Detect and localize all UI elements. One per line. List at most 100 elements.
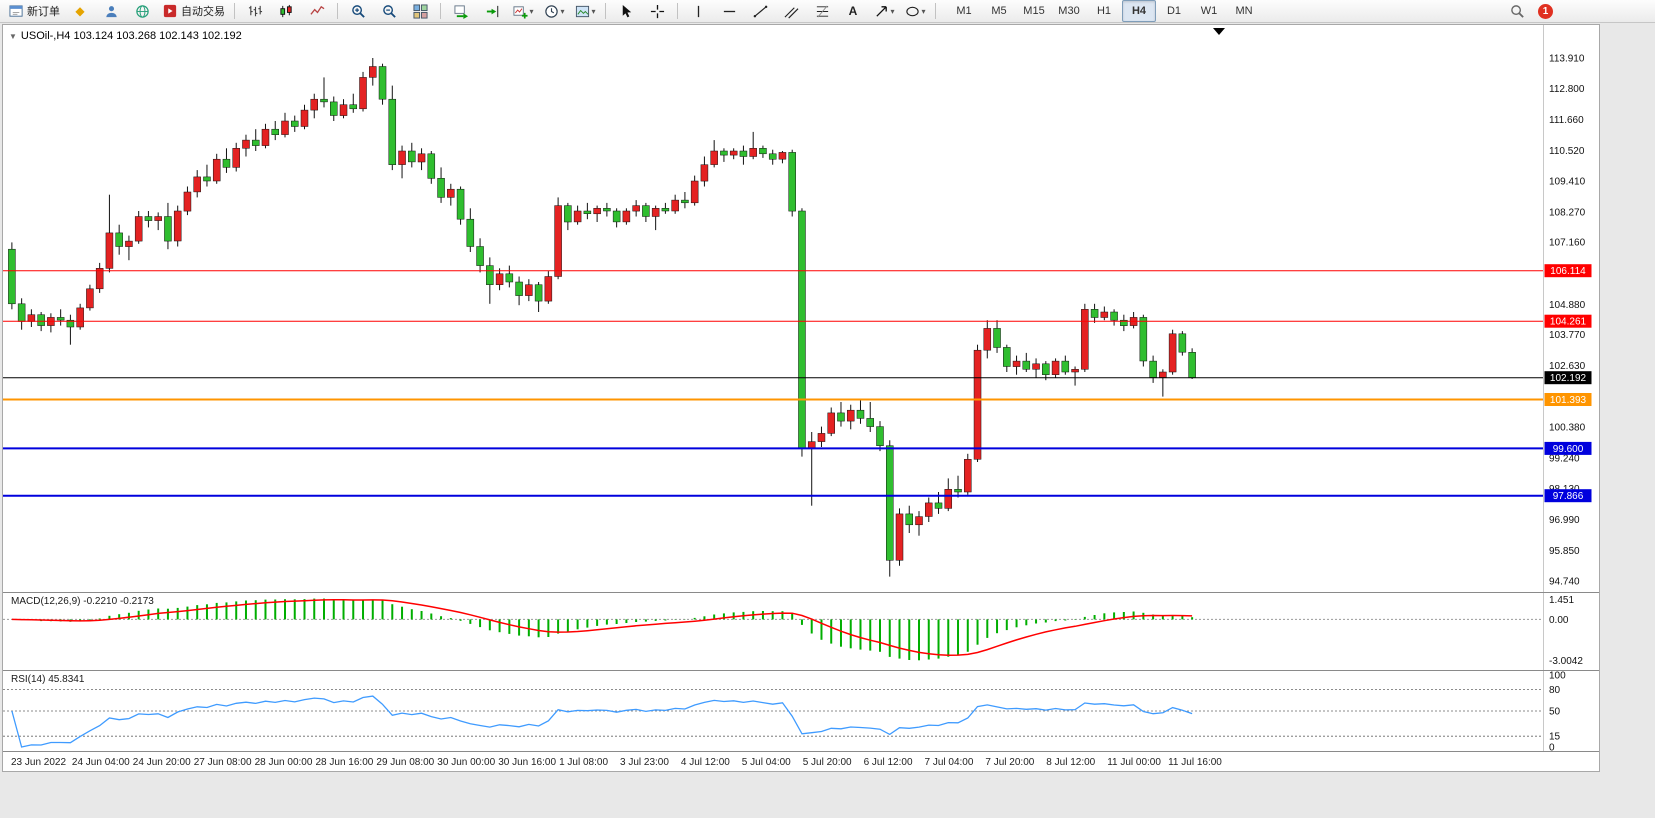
new-chart-button[interactable]: ▾ xyxy=(508,0,538,22)
candle xyxy=(1168,333,1177,373)
candle xyxy=(534,284,543,302)
candle xyxy=(242,139,250,149)
candle xyxy=(661,208,670,212)
search-button[interactable] xyxy=(1502,0,1532,22)
line-chart-button[interactable] xyxy=(302,0,332,22)
price-tick: 111.660 xyxy=(1549,115,1584,126)
web-terminal-button[interactable] xyxy=(127,0,157,22)
chart-shift-icon xyxy=(484,3,500,19)
timeframe-d1-button[interactable]: D1 xyxy=(1166,5,1182,17)
candle xyxy=(788,152,796,212)
trendline-icon xyxy=(752,3,768,19)
cursor-button[interactable] xyxy=(611,0,641,22)
trendline-button[interactable] xyxy=(745,0,775,22)
new-order-icon xyxy=(8,3,24,19)
price-tick: 109.410 xyxy=(1549,176,1586,187)
candle xyxy=(86,288,94,309)
fibonacci-button[interactable] xyxy=(807,0,837,22)
price-label-box xyxy=(1544,314,1592,328)
market-watch-button[interactable]: ◆ xyxy=(65,0,95,22)
candle xyxy=(456,188,465,220)
auto-scroll-button[interactable] xyxy=(446,0,476,22)
candle xyxy=(388,98,397,165)
chart-title-bar: ▼ USOil-,H4 103.124 103.268 102.143 102.… xyxy=(9,30,242,42)
text-tool-button[interactable]: A xyxy=(838,0,868,22)
arrow-tool-button[interactable]: ▾ xyxy=(869,0,899,22)
candle xyxy=(427,153,436,179)
rsi-axis-tick: 100 xyxy=(1549,671,1566,682)
candle xyxy=(1149,360,1157,378)
arrow-tool-icon xyxy=(873,3,889,19)
time-axis-label: 28 Jun 00:00 xyxy=(255,757,313,768)
auto-scroll-icon xyxy=(453,3,469,19)
candle xyxy=(856,409,865,419)
time-axis-label: 28 Jun 16:00 xyxy=(316,757,374,768)
time-axis-label: 8 Jul 12:00 xyxy=(1046,757,1095,768)
timeframe-m5-button[interactable]: M5 xyxy=(991,5,1007,17)
notification-badge[interactable]: 1 xyxy=(1538,3,1553,19)
candle xyxy=(642,205,650,217)
timeframe-h1-button[interactable]: H1 xyxy=(1096,5,1112,17)
candle xyxy=(876,426,884,446)
candle xyxy=(1188,352,1196,378)
crosshair-button[interactable] xyxy=(642,0,672,22)
candle xyxy=(66,319,75,328)
candle xyxy=(798,210,806,449)
zoom-out-button[interactable] xyxy=(374,0,404,22)
time-axis-label: 5 Jul 04:00 xyxy=(742,757,791,768)
candle xyxy=(681,199,689,204)
chart-shift-button[interactable] xyxy=(477,0,507,22)
candle xyxy=(320,98,328,103)
autotrading-button[interactable]: 自动交易 xyxy=(158,0,229,22)
bar-chart-button[interactable] xyxy=(240,0,270,22)
candle xyxy=(1090,309,1099,318)
chart-canvas[interactable]: 113.910 112.800 111.660 110.520 109.410 108.2… xyxy=(3,25,1599,771)
chevron-down-icon: ▾ xyxy=(921,6,926,16)
horizontal-line-button[interactable] xyxy=(714,0,744,22)
toolbar-separator xyxy=(234,3,235,19)
diamond-icon: ◆ xyxy=(75,4,85,18)
new-order-button[interactable]: 新订单 xyxy=(4,0,64,22)
candle xyxy=(846,409,855,422)
candle xyxy=(729,150,738,156)
candle xyxy=(437,178,445,198)
candle xyxy=(593,208,601,215)
periods-dropdown-button[interactable]: ▾ xyxy=(539,0,569,22)
candle xyxy=(710,150,718,165)
candle xyxy=(476,246,484,266)
accounts-button[interactable] xyxy=(96,0,126,22)
price-label: 101.393 xyxy=(1550,395,1587,406)
timeframe-m30-button[interactable]: M30 xyxy=(1058,5,1080,17)
shapes-icon xyxy=(904,3,920,19)
macd-axis-tick: 0.00 xyxy=(1549,615,1569,626)
price-tick: 96.990 xyxy=(1549,515,1580,526)
tile-windows-button[interactable] xyxy=(405,0,435,22)
timeframe-m15-button[interactable]: M15 xyxy=(1023,5,1045,17)
chart-collapse-icon[interactable]: ▼ xyxy=(9,31,17,41)
candle xyxy=(1022,360,1031,370)
channel-button[interactable] xyxy=(776,0,806,22)
candle xyxy=(251,139,260,146)
candle xyxy=(339,104,348,116)
timeframe-w1-button[interactable]: W1 xyxy=(1200,5,1218,17)
candle xyxy=(983,328,992,351)
line-chart-icon xyxy=(309,3,325,19)
timeframe-mn-button[interactable]: MN xyxy=(1235,5,1253,17)
candle xyxy=(886,445,894,561)
zoom-in-icon xyxy=(350,3,366,19)
templates-dropdown-button[interactable]: ▾ xyxy=(570,0,600,22)
zoom-in-button[interactable] xyxy=(343,0,373,22)
shapes-dropdown-button[interactable]: ▾ xyxy=(900,0,930,22)
rsi-line xyxy=(11,695,1193,748)
candle xyxy=(827,412,835,434)
vertical-line-icon xyxy=(690,3,706,19)
candle xyxy=(281,120,289,135)
price-tick: 104.880 xyxy=(1549,300,1586,311)
timeframe-m1-button[interactable]: M1 xyxy=(956,5,972,17)
price-tick: 94.740 xyxy=(1549,577,1580,588)
candlestick-chart-button[interactable] xyxy=(271,0,301,22)
candle xyxy=(1032,363,1040,370)
candle xyxy=(759,148,767,155)
vertical-line-button[interactable] xyxy=(683,0,713,22)
timeframe-h4-button[interactable]: H4 xyxy=(1122,0,1156,22)
